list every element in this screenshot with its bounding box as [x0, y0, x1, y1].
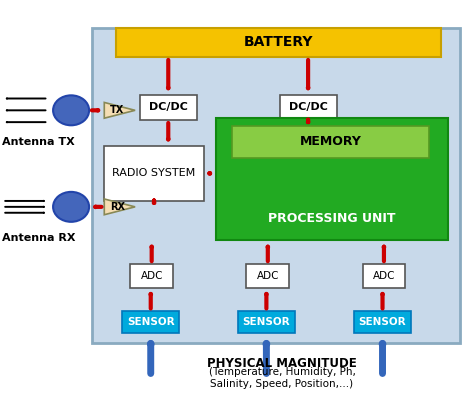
Polygon shape: [104, 199, 135, 215]
Text: ADC: ADC: [256, 271, 279, 281]
Text: RADIO SYSTEM: RADIO SYSTEM: [112, 168, 196, 178]
Text: SENSOR: SENSOR: [127, 317, 174, 327]
FancyBboxPatch shape: [140, 95, 197, 120]
FancyBboxPatch shape: [232, 126, 429, 158]
Text: Antenna RX: Antenna RX: [2, 233, 76, 243]
Text: (Temperature, Humidity, Ph,
Salinity, Speed, Position,...): (Temperature, Humidity, Ph, Salinity, Sp…: [209, 367, 356, 389]
FancyBboxPatch shape: [104, 146, 204, 201]
FancyBboxPatch shape: [116, 28, 441, 57]
Text: DC/DC: DC/DC: [149, 102, 188, 112]
FancyBboxPatch shape: [363, 264, 405, 288]
Text: MEMORY: MEMORY: [300, 136, 362, 148]
Circle shape: [53, 95, 89, 125]
Text: SENSOR: SENSOR: [243, 317, 290, 327]
Text: TX: TX: [110, 105, 125, 115]
FancyBboxPatch shape: [246, 264, 289, 288]
Text: Antenna TX: Antenna TX: [2, 137, 75, 147]
Text: DC/DC: DC/DC: [289, 102, 328, 112]
FancyBboxPatch shape: [354, 311, 411, 333]
Polygon shape: [104, 102, 135, 118]
FancyBboxPatch shape: [280, 95, 337, 120]
FancyBboxPatch shape: [216, 118, 448, 240]
Text: SENSOR: SENSOR: [359, 317, 406, 327]
FancyBboxPatch shape: [238, 311, 295, 333]
Text: PHYSICAL MAGNITUDE: PHYSICAL MAGNITUDE: [207, 357, 357, 370]
FancyBboxPatch shape: [122, 311, 179, 333]
FancyBboxPatch shape: [92, 28, 460, 343]
Circle shape: [53, 192, 89, 222]
Text: ADC: ADC: [140, 271, 163, 281]
FancyBboxPatch shape: [130, 264, 173, 288]
Text: ADC: ADC: [373, 271, 395, 281]
Text: RX: RX: [110, 202, 125, 212]
Text: BATTERY: BATTERY: [244, 35, 313, 49]
Text: PROCESSING UNIT: PROCESSING UNIT: [268, 212, 395, 225]
